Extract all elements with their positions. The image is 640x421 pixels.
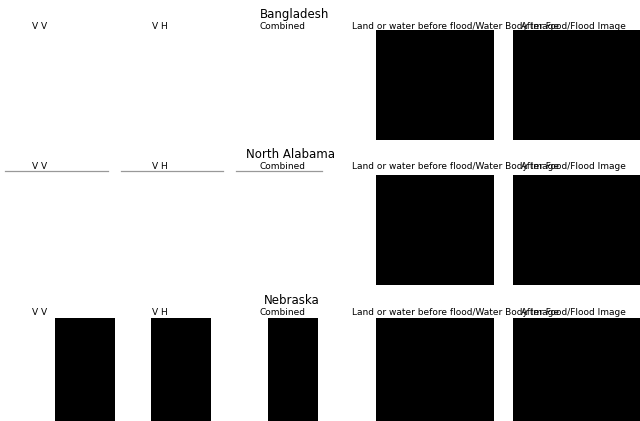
Text: Land or water before flood/Water Body Image: Land or water before flood/Water Body Im…	[351, 308, 559, 317]
Text: Combined: Combined	[259, 308, 305, 317]
Text: Land or water before flood/Water Body Image: Land or water before flood/Water Body Im…	[351, 22, 559, 31]
Bar	[376, 30, 494, 140]
Text: Combined: Combined	[259, 22, 305, 31]
Text: V H: V H	[152, 308, 168, 317]
Bar	[55, 318, 115, 421]
Text: V V: V V	[33, 308, 47, 317]
Text: V H: V H	[152, 22, 168, 31]
Text: After Food/Flood Image: After Food/Flood Image	[520, 162, 625, 171]
Bar	[513, 175, 640, 285]
Text: V H: V H	[152, 162, 168, 171]
Text: Land or water before flood/Water Body Image: Land or water before flood/Water Body Im…	[351, 162, 559, 171]
Text: North Alabama: North Alabama	[246, 148, 335, 161]
Text: Nebraska: Nebraska	[264, 294, 320, 307]
Bar	[268, 318, 318, 421]
Bar	[151, 318, 211, 421]
Bar	[376, 175, 494, 285]
Text: Bangladesh: Bangladesh	[260, 8, 330, 21]
Text: After Food/Flood Image: After Food/Flood Image	[520, 308, 625, 317]
Text: V V: V V	[33, 162, 47, 171]
Text: V V: V V	[33, 22, 47, 31]
Bar	[376, 318, 494, 421]
Bar	[513, 318, 640, 421]
Text: After Food/Flood Image: After Food/Flood Image	[520, 22, 625, 31]
Text: Combined: Combined	[259, 162, 305, 171]
Bar	[513, 30, 640, 140]
